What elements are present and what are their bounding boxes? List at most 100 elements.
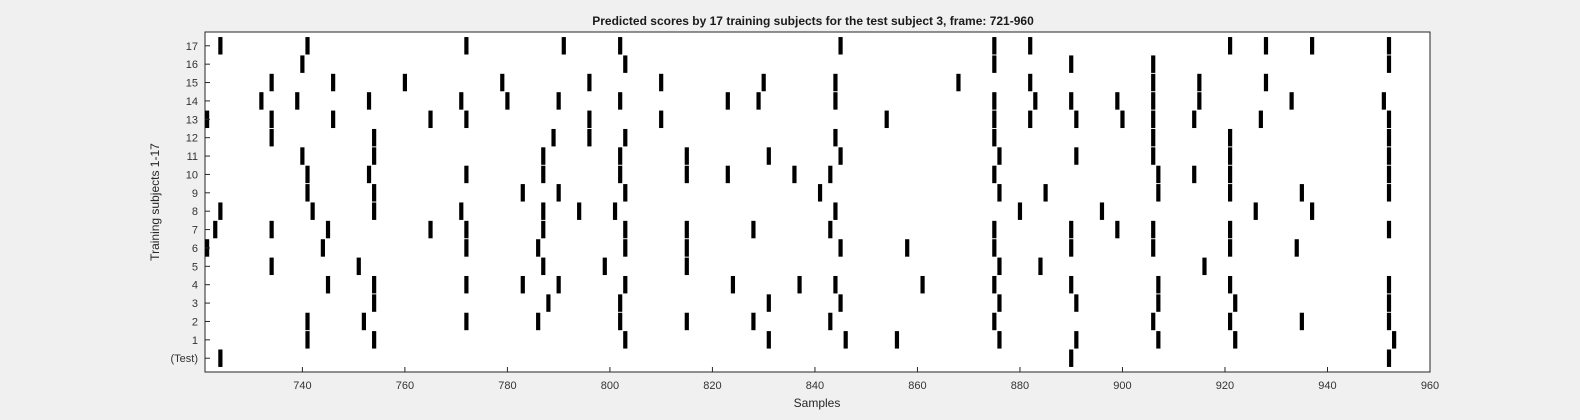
prediction-mark [992, 165, 997, 184]
prediction-mark [1386, 128, 1392, 147]
prediction-mark [1151, 128, 1156, 147]
prediction-mark [361, 312, 366, 331]
prediction-mark [541, 257, 546, 276]
prediction-mark [331, 73, 336, 92]
prediction-mark [684, 220, 689, 239]
prediction-mark [725, 92, 730, 110]
prediction-mark [305, 165, 310, 184]
prediction-mark [1233, 331, 1238, 349]
prediction-mark [402, 73, 407, 92]
prediction-mark [520, 275, 525, 294]
prediction-mark [428, 110, 433, 129]
y-tick-label: 5 [192, 261, 198, 273]
prediction-mark [766, 294, 771, 312]
prediction-mark [992, 220, 997, 239]
prediction-mark [300, 147, 305, 165]
x-tick-label: 960 [1421, 380, 1439, 392]
prediction-mark [751, 312, 756, 331]
prediction-mark [1310, 37, 1315, 55]
prediction-mark [1202, 257, 1207, 276]
prediction-mark [997, 147, 1002, 165]
prediction-mark [366, 92, 372, 110]
prediction-mark [372, 275, 377, 294]
prediction-mark [320, 239, 325, 257]
prediction-mark [623, 220, 628, 239]
prediction-mark [833, 202, 838, 220]
prediction-mark [833, 92, 838, 110]
prediction-mark [541, 165, 546, 184]
prediction-mark [1253, 202, 1258, 220]
prediction-mark [1156, 331, 1161, 349]
prediction-mark [618, 312, 623, 331]
prediction-mark [541, 147, 546, 165]
prediction-mark [1028, 73, 1033, 92]
prediction-mark [1263, 73, 1269, 92]
prediction-mark [618, 37, 623, 55]
prediction-mark [577, 202, 582, 220]
prediction-mark [684, 147, 689, 165]
prediction-mark [992, 312, 997, 331]
prediction-mark [1233, 294, 1238, 312]
prediction-mark [505, 92, 510, 110]
prediction-mark [1074, 331, 1079, 349]
prediction-mark [1069, 239, 1074, 257]
prediction-mark [1156, 165, 1161, 184]
prediction-mark [556, 184, 561, 202]
prediction-mark [1228, 312, 1233, 331]
prediction-mark [372, 294, 377, 312]
prediction-mark [1115, 220, 1120, 239]
prediction-mark [1099, 202, 1105, 220]
prediction-mark [1386, 184, 1392, 202]
prediction-mark [623, 275, 628, 294]
prediction-mark [766, 331, 771, 349]
prediction-mark [464, 220, 469, 239]
x-tick-label: 800 [601, 380, 619, 392]
prediction-mark [1386, 220, 1392, 239]
prediction-mark [218, 202, 223, 220]
prediction-mark [884, 110, 889, 129]
prediction-mark [1120, 110, 1125, 129]
prediction-mark [797, 275, 802, 294]
prediction-mark [1069, 92, 1074, 110]
y-tick-label: 12 [186, 133, 198, 145]
prediction-mark [372, 184, 377, 202]
prediction-mark [992, 55, 997, 73]
prediction-mark [751, 220, 756, 239]
prediction-mark [997, 184, 1002, 202]
prediction-mark [1074, 294, 1079, 312]
prediction-mark [305, 312, 310, 331]
prediction-mark [1151, 110, 1156, 129]
prediction-mark [1228, 147, 1233, 165]
prediction-mark [920, 275, 925, 294]
prediction-mark [218, 37, 223, 55]
x-tick-label: 900 [1113, 380, 1131, 392]
x-tick-label: 760 [396, 380, 414, 392]
x-tick-label: 820 [703, 380, 721, 392]
prediction-mark [1386, 294, 1392, 312]
prediction-mark [905, 239, 910, 257]
prediction-mark [556, 275, 561, 294]
prediction-mark [623, 128, 628, 147]
prediction-mark [1038, 257, 1043, 276]
prediction-mark [838, 294, 843, 312]
prediction-mark [305, 184, 310, 202]
prediction-mark [305, 37, 310, 55]
prediction-mark [269, 73, 274, 92]
prediction-mark [659, 73, 664, 92]
prediction-mark [1392, 331, 1397, 349]
prediction-mark [1069, 220, 1074, 239]
x-tick-label: 740 [293, 380, 311, 392]
prediction-mark [618, 92, 623, 110]
prediction-mark [464, 37, 469, 55]
x-tick-label: 880 [1011, 380, 1029, 392]
prediction-mark [356, 257, 361, 276]
prediction-mark [997, 294, 1002, 312]
prediction-mark [618, 294, 623, 312]
prediction-mark [1156, 184, 1161, 202]
prediction-mark [269, 110, 274, 129]
prediction-mark [623, 331, 628, 349]
data-marks [205, 37, 1397, 367]
prediction-mark [1386, 55, 1392, 73]
prediction-mark [587, 128, 592, 147]
prediction-mark [536, 239, 541, 257]
